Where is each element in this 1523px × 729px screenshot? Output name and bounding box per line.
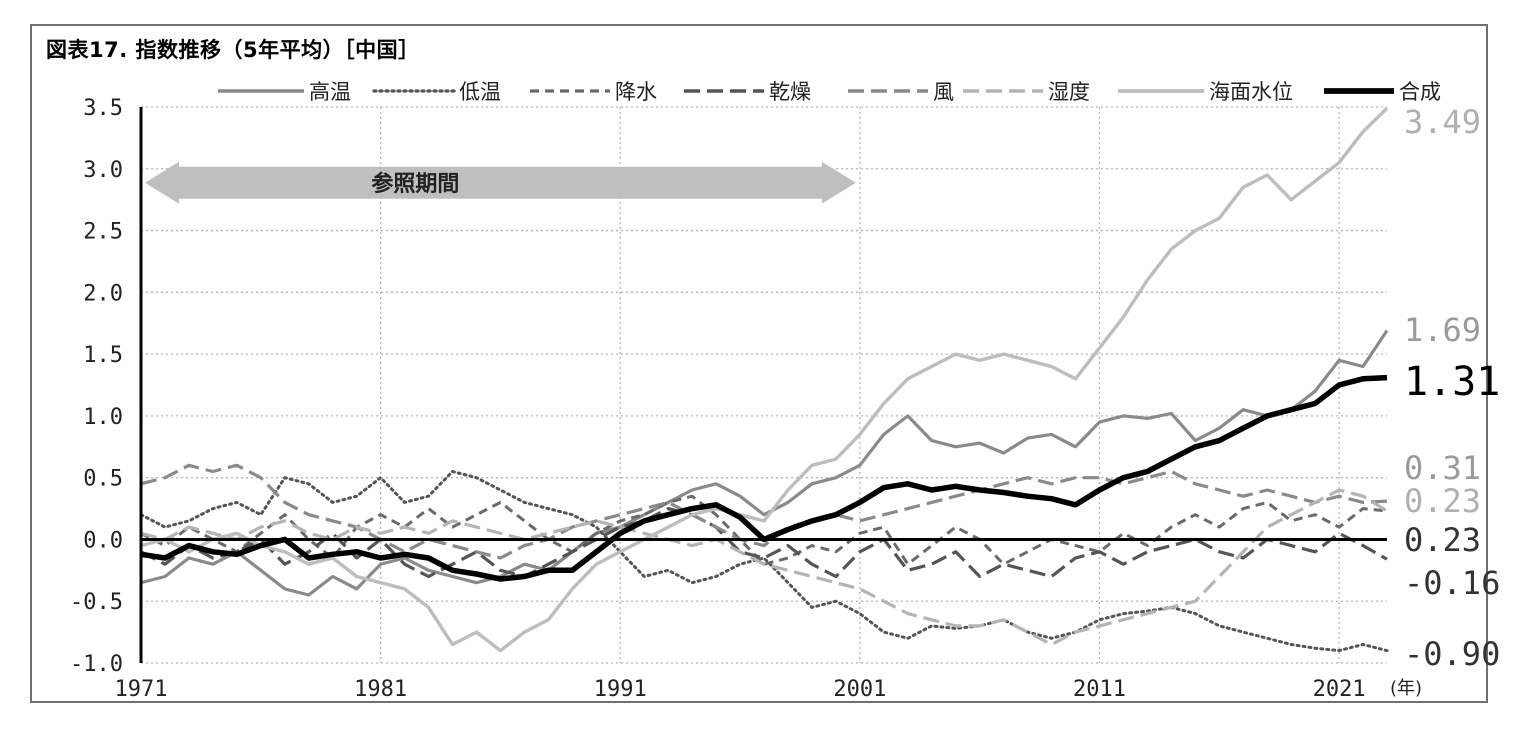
series-line-低温 [139,470,1389,653]
end-label-風: 0.31 [1404,449,1481,487]
y-tick-label: -0.5 [70,590,123,615]
end-label-湿度: 0.23 [1404,482,1481,520]
legend-label-合成: 合成 [1399,80,1441,104]
reference-period-arrow [145,161,856,204]
x-tick-label: 2011 [1073,677,1126,702]
end-label-高温: 1.69 [1404,311,1481,349]
series-line-降水 [140,494,1388,566]
chart-title: 図表17. 指数推移（5年平均）［中国］ [46,38,420,62]
chart-frame [30,24,1488,703]
x-tick-label: 2001 [833,677,886,702]
legend-label-乾燥: 乾燥 [769,80,811,104]
y-tick-label: 0.5 [83,467,123,492]
y-tick-label: 2.0 [83,281,123,306]
legend-label-降水: 降水 [615,80,657,104]
x-tick-label: 1981 [354,677,407,702]
series-line-乾燥 [140,507,1388,579]
y-tick-label: 0.0 [83,528,123,553]
legend-label-湿度: 湿度 [1048,80,1090,104]
end-label-降水: 0.23 [1404,521,1481,559]
series-line-高温 [140,329,1389,597]
legend-label-風: 風 [933,80,954,104]
reference-period-label: 参照期間 [371,171,459,197]
end-label-海面水位: 3.49 [1404,103,1481,141]
end-label-合成: 1.31 [1404,359,1500,405]
x-axis-unit-label: (年) [1390,678,1422,699]
y-tick-label: 1.5 [83,343,123,368]
end-value-labels: 1.69-0.900.23-0.160.310.233.491.31 [1404,103,1500,673]
legend: 高温 低温 降水 乾燥 風 湿度 海面水位 合成 [218,80,1441,104]
series-line-湿度 [140,488,1388,647]
x-tick-label: 1971 [115,677,168,702]
x-tick-label: 2021 [1313,677,1366,702]
x-tick-label: 1991 [594,677,647,702]
end-label-乾燥: -0.16 [1404,564,1500,602]
reference-period-annotation: 参照期間 [145,161,856,204]
series-line-海面水位 [140,106,1389,653]
legend-label-海面水位: 海面水位 [1209,80,1293,104]
y-tick-label: 1.0 [83,405,123,430]
y-tick-label: 3.0 [83,158,123,183]
y-tick-label: 2.5 [83,220,123,245]
legend-label-低温: 低温 [459,80,501,104]
y-tick-label: 3.5 [83,96,123,121]
y-tick-label: -1.0 [70,652,123,677]
end-label-低温: -0.90 [1404,635,1500,673]
legend-label-高温: 高温 [309,80,351,104]
series-line-風 [140,463,1388,560]
